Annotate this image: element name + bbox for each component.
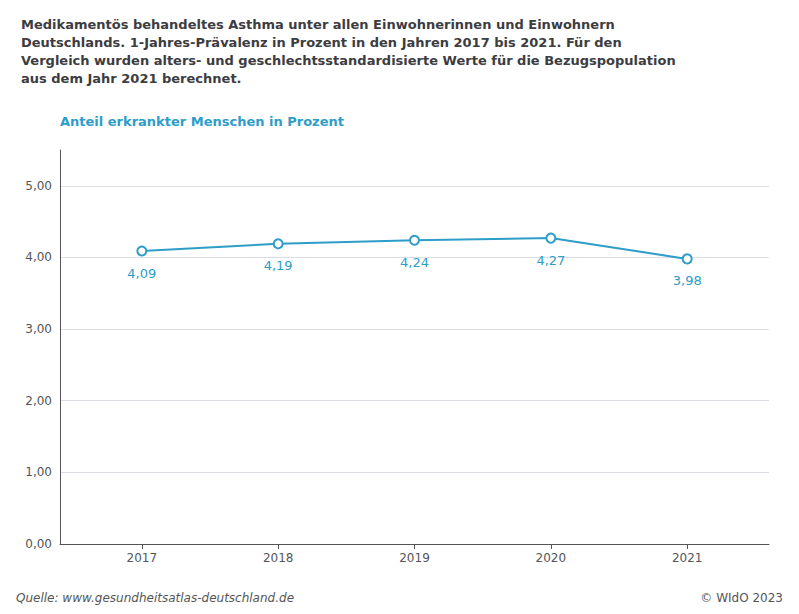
svg-text:4,27: 4,27	[536, 253, 565, 268]
svg-text:3,00: 3,00	[25, 322, 52, 336]
svg-text:aus dem Jahr 2021 berechnet.: aus dem Jahr 2021 berechnet.	[21, 71, 242, 86]
svg-text:3,98: 3,98	[673, 273, 702, 288]
svg-text:2020: 2020	[536, 551, 567, 565]
svg-text:2017: 2017	[127, 551, 158, 565]
svg-text:4,09: 4,09	[127, 266, 156, 281]
svg-text:0,00: 0,00	[25, 537, 52, 551]
svg-text:2021: 2021	[672, 551, 703, 565]
svg-text:5,00: 5,00	[25, 179, 52, 193]
svg-text:Deutschlands. 1-Jahres-Prävale: Deutschlands. 1-Jahres-Prävalenz in Proz…	[21, 35, 622, 50]
svg-text:2018: 2018	[263, 551, 294, 565]
svg-text:Medikamentös behandeltes Asthm: Medikamentös behandeltes Asthma unter al…	[21, 17, 615, 32]
svg-text:Anteil erkrankter Menschen in: Anteil erkrankter Menschen in Prozent	[60, 114, 344, 129]
svg-text:2,00: 2,00	[25, 394, 52, 408]
svg-text:1,00: 1,00	[25, 465, 52, 479]
svg-text:Quelle: www.gesundheitsatlas-d: Quelle: www.gesundheitsatlas-deutschland…	[16, 591, 294, 605]
svg-text:2019: 2019	[399, 551, 430, 565]
svg-text:4,00: 4,00	[25, 250, 52, 264]
svg-text:4,19: 4,19	[264, 258, 293, 273]
svg-text:© WIdO 2023: © WIdO 2023	[700, 591, 783, 605]
svg-text:Vergleich wurden alters- und g: Vergleich wurden alters- und geschlechts…	[21, 53, 676, 68]
svg-text:4,24: 4,24	[400, 255, 429, 270]
